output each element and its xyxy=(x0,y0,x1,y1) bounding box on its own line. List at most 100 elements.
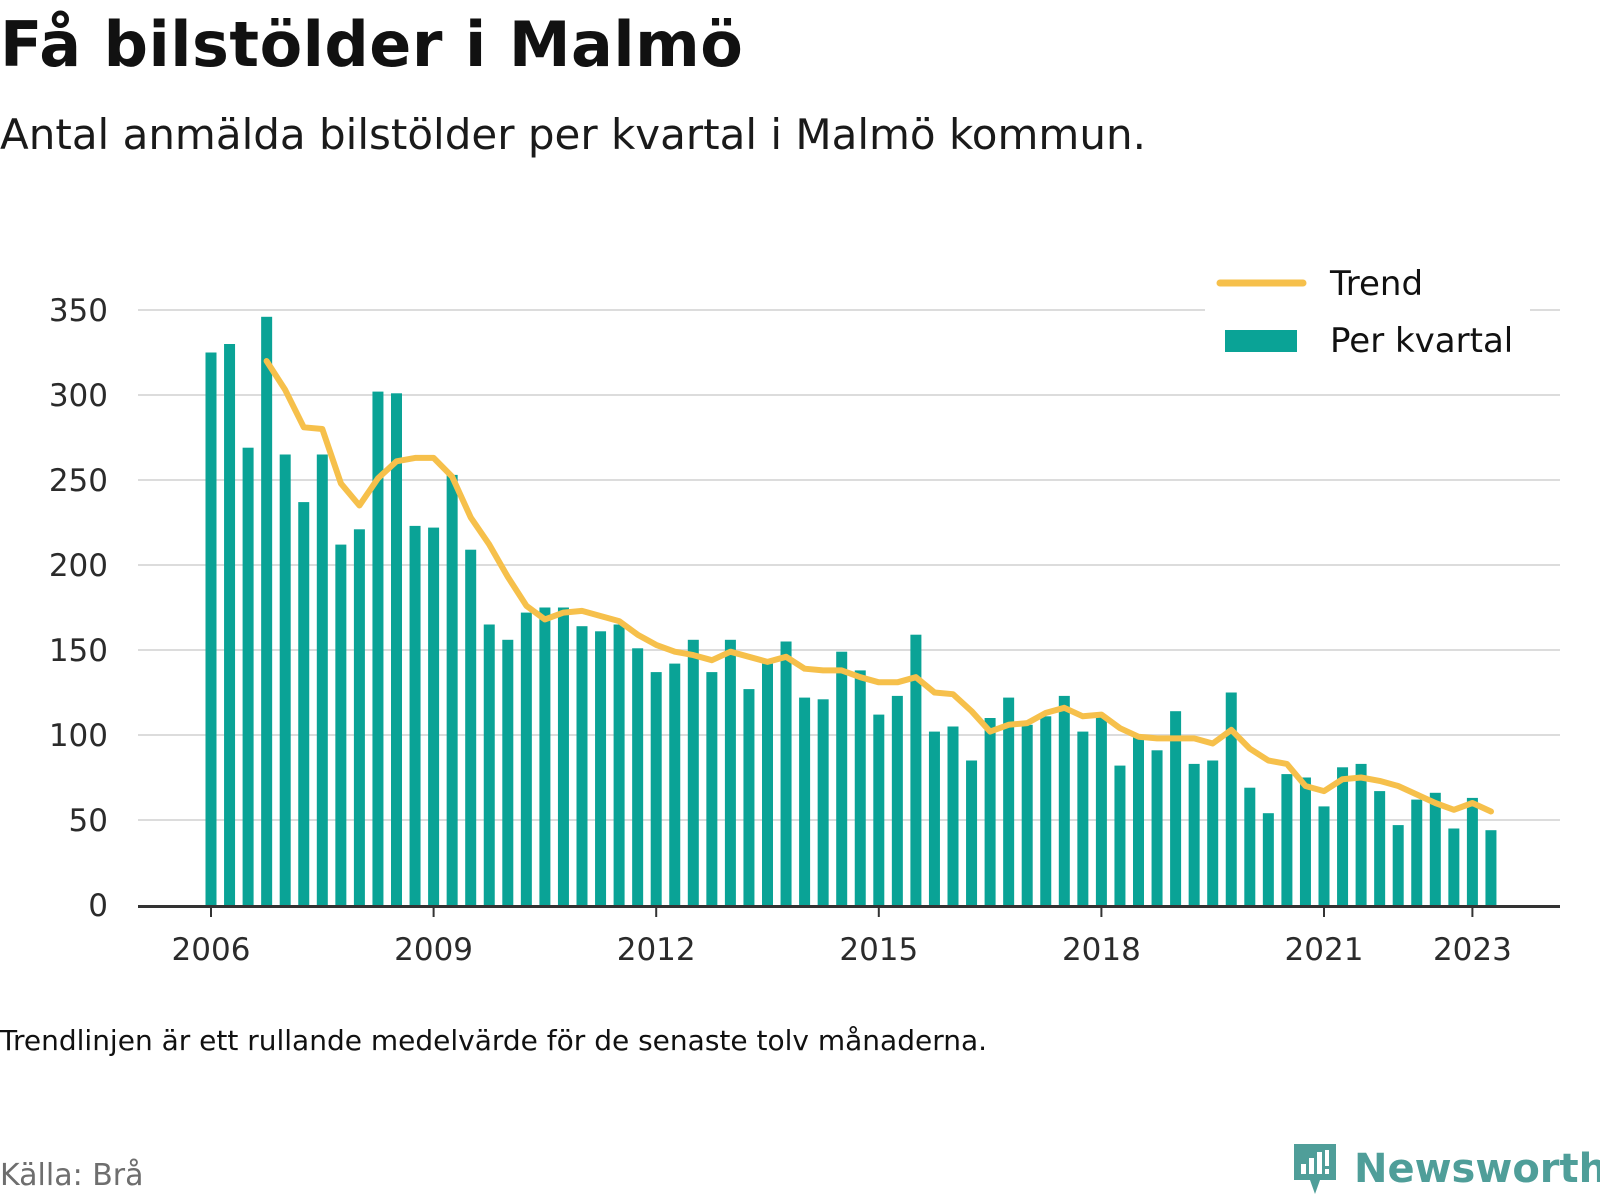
bar xyxy=(891,695,903,905)
bar xyxy=(1374,791,1386,905)
bar xyxy=(1114,765,1126,905)
bar xyxy=(613,624,625,905)
bar xyxy=(1170,711,1182,905)
bar xyxy=(1429,792,1441,905)
y-axis-ticks: 0 50 100 150 200 250 300 350 xyxy=(49,293,108,924)
bar xyxy=(1225,692,1237,905)
bar xyxy=(1003,697,1015,905)
legend-trend-label: Trend xyxy=(1329,264,1423,304)
y-tick-label: 300 xyxy=(49,378,108,414)
bar xyxy=(1262,813,1274,905)
bar xyxy=(817,699,829,905)
bar xyxy=(391,393,402,905)
bar xyxy=(1188,763,1200,905)
brand-logo: Newsworthy xyxy=(1290,1140,1600,1198)
bar xyxy=(557,607,569,905)
legend-bar-swatch xyxy=(1225,330,1297,352)
bar xyxy=(687,639,699,905)
bar xyxy=(1021,724,1033,905)
trend-line xyxy=(263,358,1494,815)
bar xyxy=(446,474,458,905)
bar xyxy=(966,760,978,905)
source-credit: Källa: Brå xyxy=(0,1158,144,1193)
bar xyxy=(762,663,773,905)
y-tick-label: 50 xyxy=(69,803,108,839)
bar xyxy=(428,527,440,905)
bar xyxy=(928,731,940,905)
x-tick-label: 2006 xyxy=(172,932,251,968)
bar xyxy=(576,626,588,905)
bar xyxy=(984,718,996,905)
bar xyxy=(539,607,551,905)
bar xyxy=(910,634,922,905)
bar xyxy=(242,447,254,905)
chart-title: Få bilstölder i Malmö xyxy=(0,8,744,81)
bar xyxy=(1448,828,1460,905)
bar xyxy=(1040,716,1052,905)
bar xyxy=(1337,767,1349,905)
bar xyxy=(1318,806,1330,905)
bar xyxy=(205,352,217,905)
bar xyxy=(1281,774,1293,905)
bar xyxy=(799,697,811,905)
bar xyxy=(520,612,532,905)
gridlines xyxy=(138,309,1560,821)
bar xyxy=(724,639,736,905)
legend: Trend Per kvartal xyxy=(1205,264,1530,375)
bar xyxy=(1355,763,1367,905)
bar xyxy=(632,648,644,905)
chart-note: Trendlinjen är ett rullande medelvärde f… xyxy=(0,1024,988,1057)
bar xyxy=(1411,799,1423,905)
bar xyxy=(650,672,662,905)
bar xyxy=(465,549,477,905)
bar xyxy=(836,651,848,905)
bar xyxy=(353,529,365,905)
x-axis-ticks: 2006 2009 2012 2015 2018 2021 2023 xyxy=(172,907,1512,968)
bar xyxy=(483,624,495,905)
x-tick-label: 2018 xyxy=(1062,932,1141,968)
bar xyxy=(780,641,792,905)
x-tick-label: 2021 xyxy=(1285,932,1364,968)
bar xyxy=(873,714,885,905)
newsworthy-logo-icon xyxy=(1294,1144,1336,1194)
bar xyxy=(947,726,959,905)
x-tick-label: 2012 xyxy=(617,932,696,968)
bar xyxy=(1151,750,1163,905)
bar-series xyxy=(205,316,1497,906)
bar xyxy=(279,454,291,905)
bar xyxy=(1207,760,1219,905)
bar xyxy=(1299,777,1311,905)
bar xyxy=(1466,797,1478,905)
brand-name: Newsworthy xyxy=(1354,1146,1600,1192)
bar xyxy=(1058,695,1070,905)
y-tick-label: 150 xyxy=(49,633,108,669)
y-tick-label: 250 xyxy=(49,463,108,499)
bar xyxy=(854,670,866,905)
y-tick-label: 100 xyxy=(49,718,108,754)
bar xyxy=(409,525,421,905)
bar xyxy=(298,502,310,905)
bar xyxy=(1133,736,1144,905)
y-tick-label: 200 xyxy=(49,548,108,584)
x-tick-label: 2015 xyxy=(839,932,918,968)
x-tick-label: 2023 xyxy=(1433,932,1512,968)
y-tick-label: 0 xyxy=(88,888,108,924)
bar xyxy=(1244,787,1256,905)
bar xyxy=(316,454,328,905)
bar xyxy=(372,391,384,906)
chart-subtitle: Antal anmälda bilstölder per kvartal i M… xyxy=(0,110,1146,159)
legend-bar-label: Per kvartal xyxy=(1330,321,1513,361)
bar xyxy=(1077,731,1089,905)
bar xyxy=(224,344,236,905)
bar xyxy=(743,689,755,905)
bar xyxy=(1485,830,1497,905)
bar xyxy=(706,672,718,905)
x-tick-label: 2009 xyxy=(394,932,473,968)
bar xyxy=(1392,825,1404,905)
bar xyxy=(502,639,514,905)
bar xyxy=(595,631,607,905)
bar xyxy=(261,316,273,905)
y-tick-label: 350 xyxy=(49,293,108,329)
bar xyxy=(669,663,681,905)
